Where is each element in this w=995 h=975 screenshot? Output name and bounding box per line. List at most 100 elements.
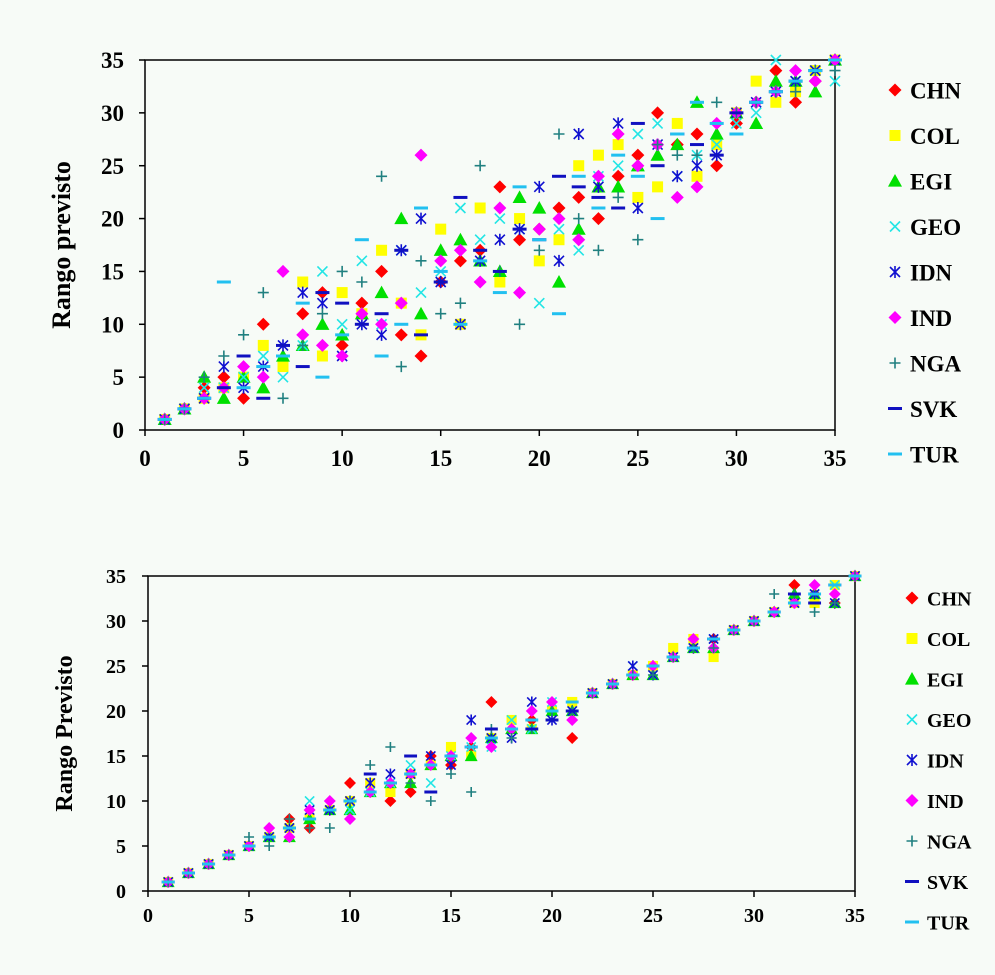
data-point (405, 777, 416, 789)
data-point (464, 749, 478, 762)
data-point (631, 159, 645, 173)
data-point (414, 349, 428, 363)
x-tick-label: 20 (542, 905, 562, 927)
data-point (770, 96, 782, 108)
data-point (394, 211, 409, 225)
data-point (671, 170, 683, 183)
legend-marker (906, 713, 918, 726)
data-point (336, 287, 348, 299)
legend-entry: NGA (889, 352, 962, 377)
data-point (374, 285, 389, 299)
data-point (566, 732, 579, 744)
data-point (257, 350, 269, 362)
legend-label: CHN (927, 588, 972, 610)
data-point (632, 191, 644, 203)
y-tick-label: 0 (113, 418, 125, 443)
data-point (671, 117, 683, 129)
y-axis-label: Rango previsto (47, 161, 76, 329)
data-point (474, 234, 486, 246)
series-tur (161, 574, 862, 884)
data-point (494, 276, 506, 288)
data-point (493, 180, 507, 194)
legend-label: EGI (927, 669, 964, 691)
y-tick-label: 20 (101, 207, 124, 232)
data-point (344, 804, 356, 816)
legend-marker (905, 591, 919, 605)
legend-label: GEO (910, 215, 961, 240)
data-point (573, 213, 585, 225)
data-point (445, 741, 457, 753)
data-point (611, 169, 625, 183)
data-point (375, 264, 389, 278)
legend-marker (906, 633, 918, 644)
legend-entry: IND (888, 306, 952, 331)
chart-2: 0 5 10 15 20 25 30 35 0 5 10 15 20 25 30 35 Rango Previs… (52, 566, 972, 934)
legend-label: IND (927, 791, 964, 813)
data-point (474, 160, 486, 172)
data-point (533, 255, 545, 267)
data-point (296, 328, 310, 342)
data-point (612, 191, 624, 203)
legend-label: COL (910, 124, 960, 149)
data-point (808, 74, 822, 88)
data-point (670, 137, 685, 151)
y-tick-label: 5 (113, 365, 125, 390)
data-point (355, 307, 369, 321)
x-tick-label: 25 (643, 905, 663, 927)
legend-entry: NGA (906, 831, 972, 853)
data-point (376, 170, 388, 182)
legend: CHN COL EGI GEO IDN IND NGA SVK TUR (888, 79, 962, 468)
legend-label: SVK (910, 397, 957, 422)
data-point (668, 642, 679, 654)
legend-marker (888, 311, 902, 324)
data-point (711, 96, 723, 108)
x-tick-label: 0 (139, 446, 151, 471)
legend-entry: TUR (905, 912, 970, 934)
data-point (297, 339, 309, 351)
data-point (454, 202, 466, 214)
data-point (611, 179, 626, 193)
data-point (297, 286, 309, 299)
data-point (730, 117, 742, 129)
data-point (433, 243, 448, 256)
legend-entry: SVK (905, 872, 969, 894)
legend-label: NGA (927, 831, 972, 853)
legend-entry: EGI (888, 170, 952, 195)
data-point (394, 328, 408, 342)
data-point (750, 75, 762, 87)
x-tick-label: 30 (744, 905, 764, 927)
data-point (284, 813, 295, 825)
data-point (691, 170, 703, 182)
data-point (506, 714, 517, 726)
data-point (485, 741, 498, 753)
data-point (788, 579, 801, 591)
data-point (217, 370, 231, 384)
legend-entry: SVK (888, 397, 957, 422)
data-point (198, 382, 210, 394)
legend-label: TUR (927, 912, 970, 934)
series-ind (158, 53, 842, 426)
legend-marker (889, 220, 901, 233)
data-point (257, 339, 269, 351)
data-point (553, 223, 565, 235)
legend-label: GEO (927, 710, 971, 732)
data-point (611, 127, 625, 141)
data-point (769, 588, 780, 600)
data-point (592, 149, 604, 161)
data-point (445, 768, 457, 780)
data-point (571, 222, 586, 235)
legend-entry: GEO (889, 215, 961, 240)
data-point (632, 234, 644, 246)
y-tick-label: 35 (101, 48, 124, 73)
data-point (257, 287, 269, 299)
chart-1: 0 5 10 15 20 25 30 35 0 5 10 15 20 25 30 35 Rango previs… (47, 48, 962, 471)
data-point (506, 732, 517, 744)
data-point (514, 213, 526, 225)
data-point (435, 308, 447, 320)
legend-entry: IDN (906, 750, 964, 772)
legend-marker (905, 672, 919, 685)
y-tick-label: 30 (101, 101, 124, 126)
data-point (632, 128, 644, 140)
data-point (238, 329, 250, 341)
